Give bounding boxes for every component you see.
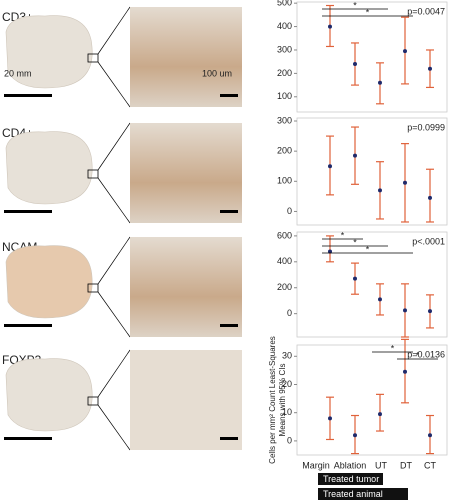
mean-point [403,369,407,374]
y-tick-label: 100 [277,176,292,186]
p-value: p=0.0047 [407,6,445,16]
y-tick-label: 300 [277,115,292,125]
zoom-line [97,177,131,224]
scale-bar [4,437,52,440]
mean-point [328,24,332,29]
p-value: p<.0001 [412,236,445,246]
x-tick-label: UT [375,460,387,470]
significance-star: * [366,7,370,17]
brain-section [5,131,93,205]
inset [130,350,242,450]
mean-point [378,80,382,85]
group-box [318,488,408,500]
y-tick-label: 10 [282,407,292,417]
significance-star: * [416,350,420,360]
y-tick-label: 30 [282,351,292,361]
mean-point [328,416,332,421]
y-tick-label: 400 [277,256,292,266]
p-value: p=0.0999 [407,122,445,132]
mean-point [328,249,332,254]
mean-point [353,276,357,281]
zoom-line [97,404,131,451]
group-box [318,473,383,485]
significance-star: * [391,343,395,353]
zoom-line [97,61,131,108]
plot-frame [296,117,448,226]
mean-point [353,153,357,158]
mean-point [428,433,432,438]
mean-point [353,433,357,438]
mean-point [328,164,332,169]
mean-point [428,66,432,71]
scale-bar [220,94,238,97]
zoom-box [87,53,99,63]
p-value: p=0.0136 [407,349,445,359]
mean-point [428,309,432,314]
mean-point [378,412,382,417]
scale-bar [4,324,52,327]
group-label: Treated tumor [323,474,379,484]
significance-star: * [341,230,345,240]
zoom-line [97,122,131,171]
y-tick-label: 200 [277,68,292,78]
significance-star: * [353,0,357,10]
brain-section [5,358,93,432]
scale-bar [4,210,52,213]
y-axis-label: Cells per mm² Count Least-Squares [268,336,277,464]
zoom-line [97,236,131,285]
significance-star: * [366,244,370,254]
y-tick-label: 600 [277,230,292,240]
scale-label: 20 mm [4,68,32,78]
x-tick-label: DT [400,460,412,470]
scale-bar [220,437,238,440]
mean-point [403,308,407,313]
scale-bar [220,210,238,213]
y-tick-label: 500 [277,0,292,8]
scale-bar [4,94,52,97]
y-tick-label: 100 [277,91,292,101]
x-tick-label: Ablation [334,460,367,470]
scale-bar [220,324,238,327]
y-axis-label: Means with 95% CIs [278,364,287,437]
charts: 100200300400500p=0.0047**0100200300p=0.0… [268,0,448,500]
zoom-line [97,349,131,398]
zoom-box [87,396,99,406]
plot-frame [296,344,448,456]
brain-section [5,245,93,319]
mean-point [403,180,407,185]
group-label: Treated animal [323,489,383,499]
zoom-line [97,6,131,55]
zoom-box [87,283,99,293]
y-tick-label: 400 [277,21,292,31]
y-tick-label: 0 [287,206,292,216]
y-tick-label: 0 [287,435,292,445]
y-tick-label: 200 [277,146,292,156]
x-tick-label: CT [424,460,436,470]
y-tick-label: 20 [282,379,292,389]
brain-section [5,15,93,89]
inset [130,123,242,223]
inset [130,7,242,107]
mean-point [403,49,407,54]
zoom-box [87,169,99,179]
y-tick-label: 0 [287,308,292,318]
y-tick-label: 300 [277,44,292,54]
plot-frame [296,231,448,338]
mean-point [378,297,382,302]
mean-point [378,188,382,193]
inset [130,237,242,337]
x-tick-label: Margin [302,460,330,470]
y-tick-label: 200 [277,282,292,292]
plot-frame [296,1,448,113]
mean-point [428,195,432,200]
significance-star: * [353,237,357,247]
zoom-line [97,291,131,338]
scale-label: 100 um [202,68,232,78]
mean-point [353,62,357,67]
